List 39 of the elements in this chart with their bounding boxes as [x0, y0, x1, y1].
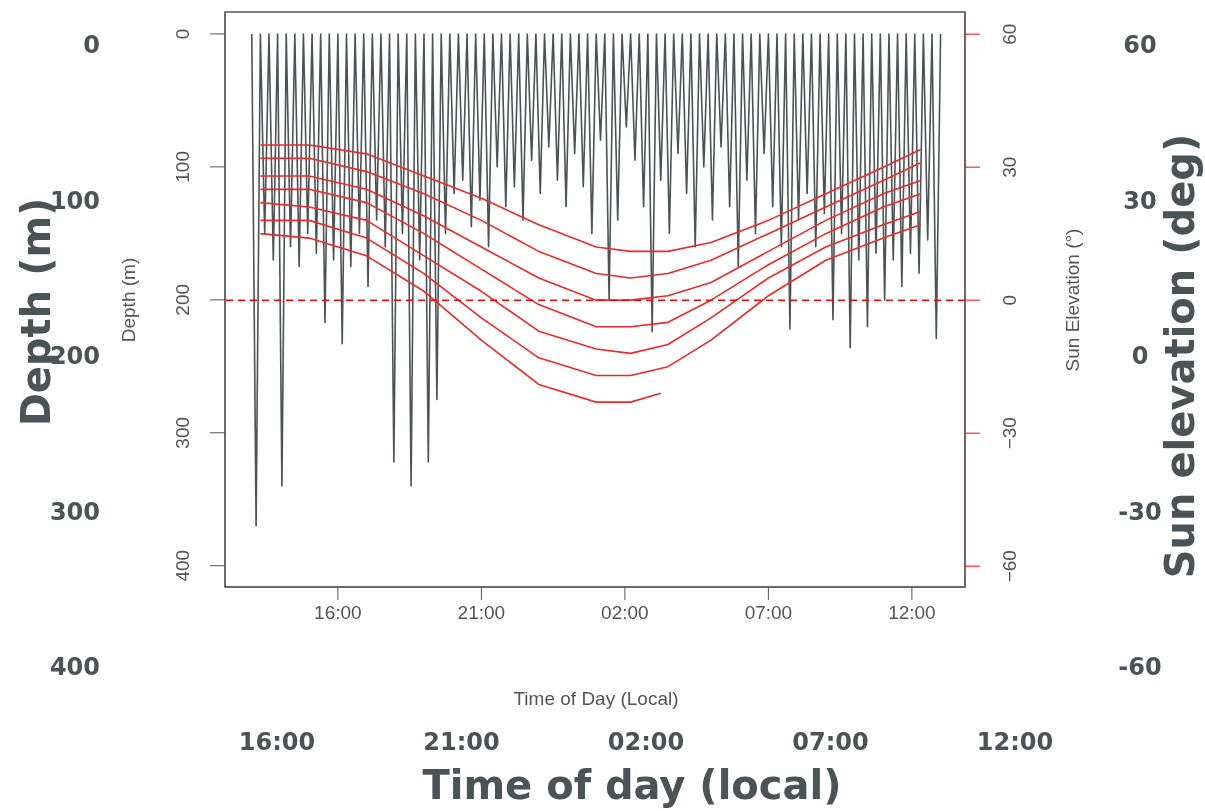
x-tick-label: 02:00 — [601, 601, 649, 623]
y-tick-label: 400 — [172, 549, 194, 582]
y-tick-label: 300 — [49, 497, 100, 526]
y2-axis-title: Sun Elevation (°) — [1061, 228, 1083, 372]
y2-tick-label: -60 — [1118, 653, 1162, 681]
line-series — [259, 188, 922, 328]
line-series — [259, 175, 922, 301]
line-series — [259, 219, 922, 377]
y2-tick-label: 0 — [1131, 342, 1149, 370]
y2-tick-label: 60 — [1123, 31, 1157, 59]
y-tick-label: 100 — [172, 151, 194, 183]
y-axis-title: Depth (m) — [117, 257, 139, 343]
y-tick-label: 0 — [83, 31, 100, 59]
y-tick-label: 300 — [172, 416, 194, 449]
y-tick-label: 400 — [49, 653, 100, 681]
y2-tick-label: 30 — [999, 156, 1021, 178]
line-series — [259, 232, 662, 403]
y2-tick-label: 0 — [999, 294, 1021, 306]
line-series — [259, 144, 922, 253]
x-tick-label: 16:00 — [238, 728, 316, 756]
x-tick-label: 16:00 — [314, 601, 362, 623]
x-tick-label: 21:00 — [423, 728, 500, 756]
x-tick-label: 12:00 — [888, 601, 936, 623]
x-tick-label: 07:00 — [792, 728, 869, 756]
line-series — [259, 157, 922, 279]
y2-tick-label: −30 — [999, 417, 1021, 450]
y2-tick-label: 60 — [999, 23, 1021, 45]
x-axis-title: Time of day (local) — [422, 762, 842, 808]
line-series — [250, 33, 942, 527]
x-axis-title: Time of Day (Local) — [513, 687, 679, 709]
x-tick-label: 21:00 — [457, 601, 506, 623]
y2-tick-label: −60 — [999, 550, 1021, 583]
y-tick-label: 200 — [172, 283, 194, 316]
x-tick-label: 02:00 — [607, 728, 685, 756]
x-tick-label: 07:00 — [744, 601, 793, 623]
x-tick-label: 12:00 — [976, 728, 1054, 756]
line-series — [259, 201, 922, 355]
y2-tick-label: 30 — [1123, 186, 1157, 215]
y-tick-label: 0 — [172, 28, 194, 40]
